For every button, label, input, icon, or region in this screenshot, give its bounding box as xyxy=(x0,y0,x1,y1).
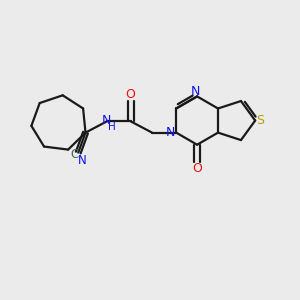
Text: H: H xyxy=(108,122,116,132)
Text: N: N xyxy=(102,114,111,127)
Text: O: O xyxy=(192,162,202,175)
Text: N: N xyxy=(191,85,200,98)
Text: N: N xyxy=(166,125,176,139)
Text: C: C xyxy=(70,148,79,160)
Text: N: N xyxy=(78,154,87,167)
Text: S: S xyxy=(256,114,265,127)
Text: O: O xyxy=(125,88,135,101)
